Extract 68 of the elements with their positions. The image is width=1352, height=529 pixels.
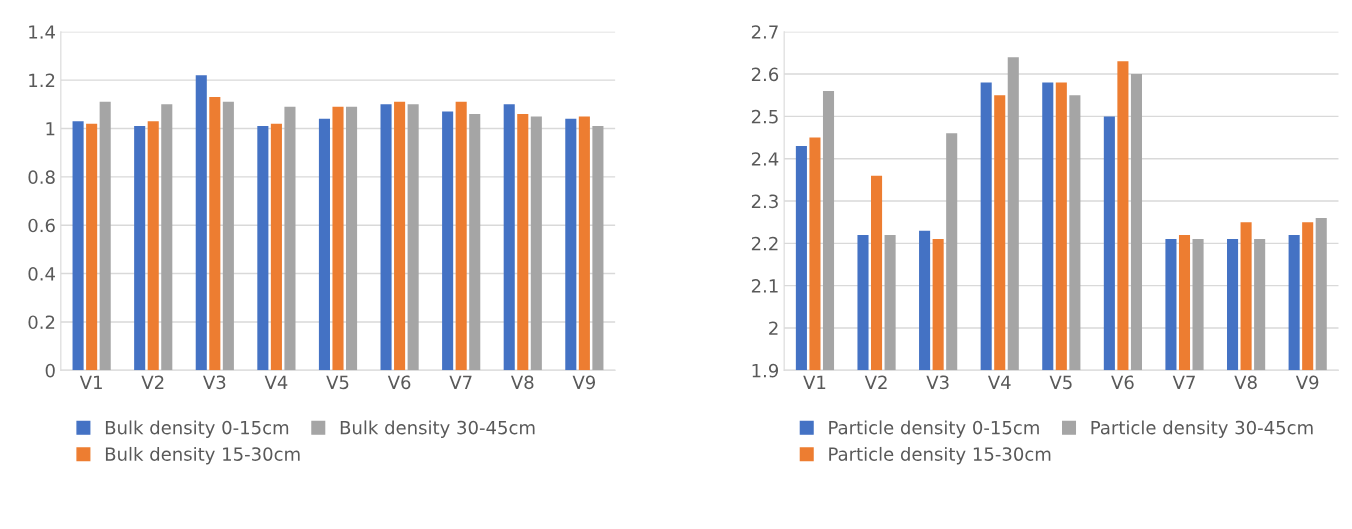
- x-tick-label: V8: [510, 375, 534, 390]
- bar: [578, 116, 590, 371]
- y-tick-label: 0.2: [28, 315, 55, 330]
- bar: [332, 106, 344, 371]
- bar: [565, 118, 577, 371]
- y-tick-label: 0: [45, 363, 55, 378]
- bar: [503, 104, 515, 371]
- bar: [346, 106, 358, 371]
- y-tick-label: 2.4: [751, 152, 779, 166]
- x-tick-label: V9: [572, 375, 596, 390]
- legend-label: Particle density 0-15cm: [829, 420, 1039, 438]
- y-tick-label: 2.5: [751, 109, 778, 124]
- x-tick-label: V2: [141, 375, 164, 389]
- x-tick-label: V8: [1234, 375, 1257, 390]
- y-tick-label: 0.4: [28, 267, 55, 281]
- x-tick-label: V1: [79, 375, 102, 389]
- bar: [147, 121, 159, 371]
- bar: [442, 111, 454, 371]
- x-tick-label: V6: [1111, 375, 1134, 390]
- bar: [161, 104, 173, 371]
- y-tick-label: 2.1: [751, 279, 778, 293]
- bar: [195, 75, 207, 371]
- bar: [284, 106, 296, 371]
- x-tick-label: V4: [264, 375, 288, 389]
- bar: [86, 123, 98, 371]
- bar: [592, 126, 604, 371]
- bar: [530, 116, 542, 371]
- x-tick-label: V3: [203, 375, 226, 390]
- y-tick-label: 2.6: [751, 67, 779, 82]
- bar: [517, 113, 529, 371]
- bar: [222, 101, 234, 371]
- legend-label: Bulk density 0-15cm: [105, 420, 289, 438]
- x-tick-label: V1: [803, 375, 826, 389]
- y-tick-label: 0.6: [28, 218, 55, 233]
- y-tick-label: 1.4: [29, 25, 55, 39]
- y-tick-label: 2.2: [751, 236, 778, 251]
- x-tick-label: V3: [926, 375, 949, 390]
- bar: [134, 126, 146, 371]
- y-tick-label: 0.8: [28, 170, 55, 184]
- y-tick-label: 2.3: [751, 194, 778, 209]
- legend-label: Bulk density 30-45cm: [340, 420, 535, 438]
- bar: [270, 123, 282, 371]
- bar: [469, 113, 481, 371]
- legend-label: Particle density 30-45cm: [1091, 420, 1313, 438]
- y-tick-label: 1.2: [29, 73, 55, 87]
- bar: [257, 126, 269, 371]
- bar: [407, 104, 419, 371]
- bar: [209, 97, 221, 371]
- x-tick-label: V9: [1295, 375, 1319, 390]
- y-tick-label: 2.7: [751, 25, 778, 39]
- x-tick-label: V6: [387, 375, 411, 390]
- legend-label: Particle density 15-30cm: [829, 446, 1051, 465]
- bar: [394, 101, 406, 371]
- bar: [72, 121, 84, 371]
- x-tick-label: V5: [326, 375, 349, 390]
- legend-label: Bulk density 15-30cm: [105, 446, 300, 465]
- y-tick-label: 1.9: [752, 363, 779, 378]
- bar: [455, 101, 467, 371]
- bar: [99, 101, 111, 371]
- bar: [380, 104, 392, 371]
- x-tick-label: V5: [1049, 375, 1072, 390]
- y-tick-label: 1: [46, 122, 55, 136]
- x-tick-label: V4: [987, 375, 1011, 389]
- x-tick-label: V7: [449, 375, 472, 389]
- x-tick-label: V7: [1172, 375, 1195, 389]
- bar: [318, 118, 330, 371]
- y-tick-label: 2: [769, 321, 778, 335]
- x-tick-label: V2: [864, 375, 887, 389]
